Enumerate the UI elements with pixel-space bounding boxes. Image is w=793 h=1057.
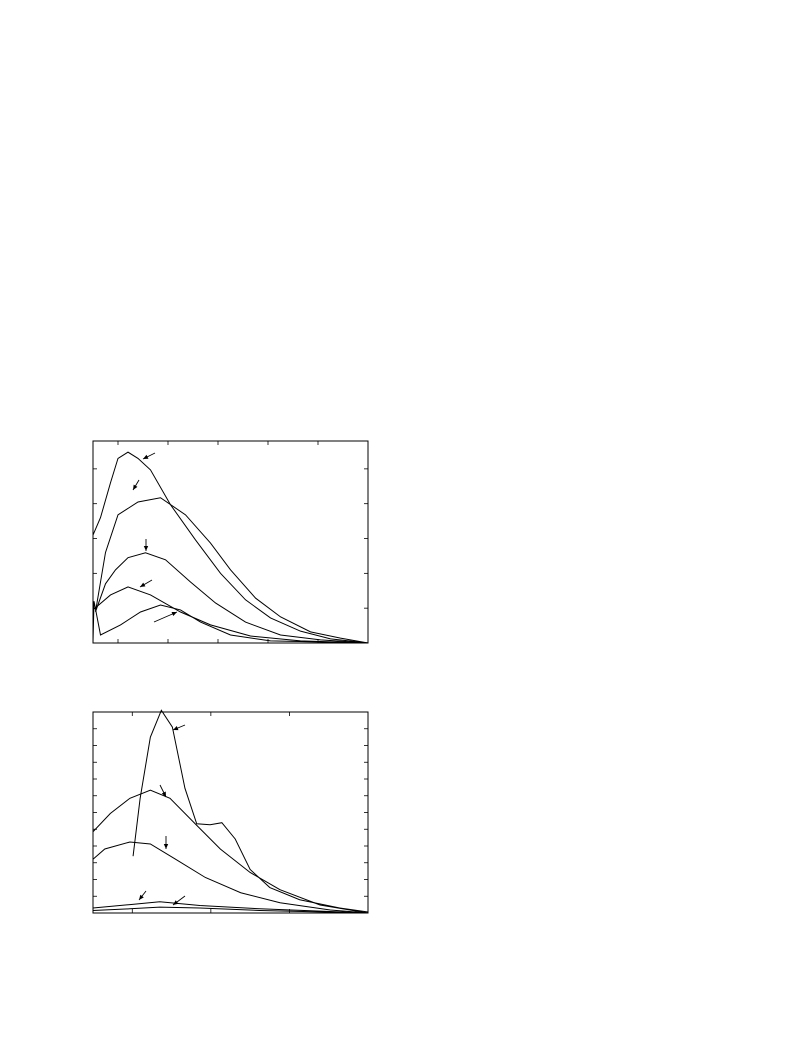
curve [92, 601, 369, 644]
curve [92, 789, 369, 914]
arrow-head [161, 791, 166, 797]
arrow-head [173, 726, 179, 731]
arrow-head [140, 582, 146, 587]
annotation-arrows [132, 452, 186, 906]
arrow-head [139, 894, 144, 900]
arrow-head [143, 454, 149, 459]
arrow-head [171, 611, 177, 617]
curve [92, 586, 369, 644]
arrow-head [133, 484, 138, 490]
arrow-head [163, 844, 169, 849]
curve [92, 841, 369, 914]
curve [92, 451, 369, 644]
curve [92, 906, 369, 914]
curve [92, 901, 369, 914]
curve [95, 552, 369, 644]
arrow-head [143, 546, 149, 551]
curve [95, 497, 369, 644]
plot-frame [92, 440, 369, 644]
curve [132, 709, 369, 913]
chart [92, 709, 369, 914]
chart [92, 440, 369, 644]
plot-frame [92, 711, 369, 914]
